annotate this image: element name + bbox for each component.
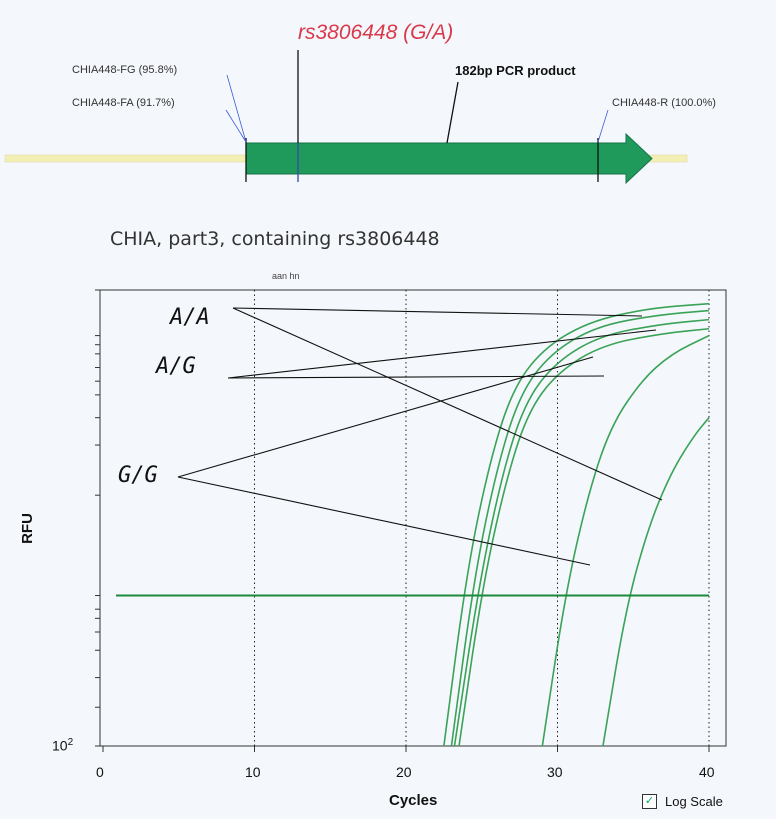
y-axis-title: RFU [18,513,36,544]
amplification-curve-3 [453,318,710,747]
genotype-label-aa: A/A [170,305,210,330]
chart-subtitle: CHIA, part3, containing rs3806448 [110,228,440,250]
primer-fg-label: CHIA448-FG (95.8%) [72,64,178,76]
x-tick-label-0: 0 [96,764,104,780]
amplification-curve-6 [602,417,710,747]
y-tick-exponent: 2 [67,737,74,748]
x-axis-title: Cycles [389,792,438,809]
primer-r-leader [597,109,609,143]
primer-fg-leader [226,74,247,143]
y-tick-base: 10 [52,737,68,754]
primer-fa-label: CHIA448-FA (91.7%) [72,97,175,109]
amplification-curve-2 [450,309,710,747]
pcr-product-label: 182bp PCR product [455,63,576,78]
callout-gg-1 [177,356,594,478]
x-tick-label-10: 10 [245,764,261,780]
amplification-curve-4 [458,327,710,747]
y-tick-label: 102 [52,737,73,754]
amplification-curve-5 [541,334,710,747]
amplification-curves [443,302,710,747]
amplicon-map [4,50,688,185]
amplification-curve-1 [443,302,710,747]
x-tick-label-40: 40 [699,764,715,780]
x-tick-marks [102,746,710,752]
log-scale-label: Log Scale [665,794,723,809]
genotype-callouts [177,307,663,566]
primer-r-label: CHIA448-R (100.0%) [612,97,716,109]
callout-aa-1 [232,307,643,317]
snp-label: rs3806448 (G/A) [298,21,454,44]
log-scale-toggle[interactable]: ✓ Log Scale [642,794,723,809]
log-scale-checkbox[interactable]: ✓ [642,794,657,809]
genotype-label-ag: A/G [156,354,196,379]
x-tick-label-20: 20 [396,764,412,780]
callout-gg-2 [177,476,591,566]
y-tick-marks [95,289,100,747]
pcr-product-arrow [245,132,653,185]
genotype-label-gg: G/G [118,463,158,488]
plot-area [99,289,727,747]
callout-ag-1 [227,375,605,379]
x-tick-label-30: 30 [547,764,563,780]
primer-fa-leader [225,109,247,143]
product-leader [446,81,459,144]
callout-aa-2 [232,307,663,501]
small-note: aan hn [272,271,300,281]
callout-ag-2 [227,329,657,379]
